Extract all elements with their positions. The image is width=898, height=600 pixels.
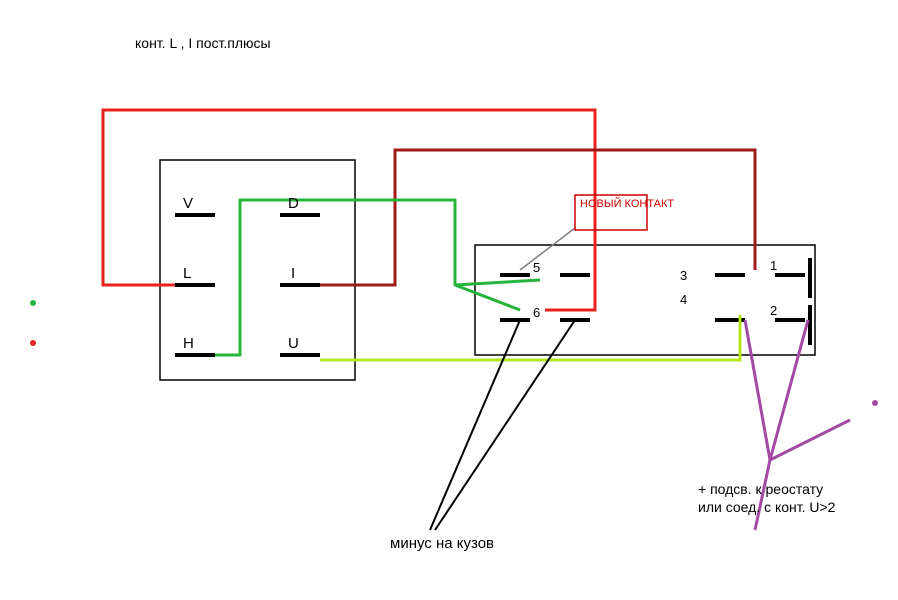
pin-label-U: U (288, 335, 299, 352)
right-connector-block (475, 245, 815, 355)
pin-label-4: 4 (680, 292, 687, 307)
left-pins (175, 215, 320, 355)
diagram-title: конт. L , I пост.плюсы (135, 35, 271, 51)
dot-purple (872, 400, 878, 406)
pin-label-5: 5 (533, 260, 540, 275)
pin-label-V: V (183, 195, 193, 212)
pointer-new-contact (520, 228, 575, 270)
pin-label-I: I (291, 265, 295, 282)
annotation-reostat: + подсв. к реостату или соед. с конт. U>… (698, 480, 835, 516)
pin-label-3: 3 (680, 268, 687, 283)
pin-label-2: 2 (770, 303, 777, 318)
pin-label-6: 6 (533, 305, 540, 320)
annotation-new-contact: НОВЫЙ КОНТАКТ (580, 198, 674, 211)
annotation-minus-body: минус на кузов (390, 535, 494, 552)
dot-green (30, 300, 36, 306)
pin-label-1: 1 (770, 258, 777, 273)
pin-label-D: D (288, 195, 299, 212)
dot-red (30, 340, 36, 346)
pin-label-H: H (183, 335, 194, 352)
wire-ground-2 (435, 320, 575, 530)
wire-green (215, 200, 540, 355)
right-pins (500, 258, 810, 345)
pin-label-L: L (183, 265, 191, 282)
